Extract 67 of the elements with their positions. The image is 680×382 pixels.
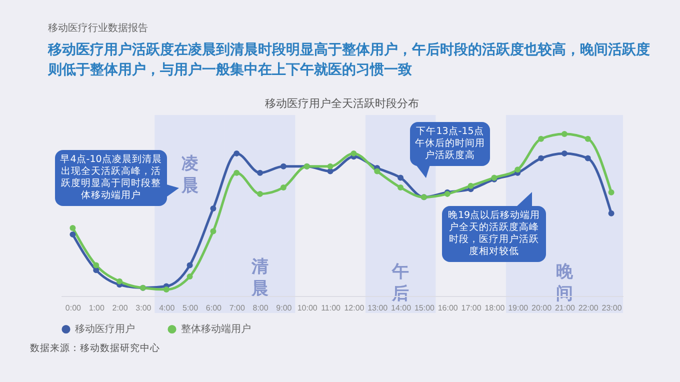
annotation: 早4点-10点凌晨到清晨出现全天活跃高峰，活跃度明显高于同时段整体移动端用户 <box>55 150 167 206</box>
point <box>468 182 474 189</box>
point <box>538 155 544 162</box>
point <box>116 278 123 284</box>
x-tick-label: 16:00 <box>438 304 458 312</box>
point <box>93 262 100 268</box>
point <box>280 184 286 190</box>
text: 移动医疗行业数据报告 <box>48 22 148 35</box>
point <box>210 206 216 212</box>
chart-title: 移动医疗用户全天活跃时段分布 <box>265 97 419 110</box>
point <box>398 174 404 181</box>
point <box>608 210 614 216</box>
x-tick-label: 7:00 <box>229 304 246 312</box>
x-tick-label: 13:00 <box>368 304 388 312</box>
x-tick-label: 12:00 <box>344 304 365 312</box>
point <box>561 150 568 156</box>
band-label: 清晨 <box>250 257 269 298</box>
x-tick-label: 11:00 <box>321 304 342 312</box>
point <box>561 131 568 137</box>
x-tick-label: 2:00 <box>112 304 128 312</box>
point <box>234 170 240 176</box>
text: 移动医疗用户活跃度在凌晨到清晨时段明显高于整体用户，午后时段的活跃度也较高，晚间活跃度则低于整体用户，与用户一般集中在上下午就医的习惯一致 <box>48 40 651 80</box>
x-tick-label: 3:00 <box>136 304 152 312</box>
x-tick-label: 18:00 <box>484 304 506 312</box>
x-tick-label: 14:00 <box>391 304 412 312</box>
point <box>257 190 264 197</box>
annotation: 下午13点-15点午休后的时间用户活跃度高 <box>410 122 490 166</box>
point <box>584 155 591 162</box>
point <box>70 224 76 231</box>
band-label: 午后 <box>391 262 410 303</box>
x-tick-label: 1:00 <box>88 304 105 312</box>
x-tick-label: 22:00 <box>578 304 599 312</box>
point <box>186 262 193 268</box>
x-tick-label: 9:00 <box>276 304 292 312</box>
legend-label: 整体移动端用户 <box>181 323 251 336</box>
point <box>280 163 286 170</box>
x-tick-label: 17:00 <box>461 304 482 312</box>
band-label: 凌晨 <box>180 154 198 195</box>
x-tick-label: 5:00 <box>182 304 199 312</box>
point <box>210 228 216 234</box>
point <box>70 231 76 238</box>
x-tick-label: 23:00 <box>602 304 622 312</box>
x-tick-label: 8:00 <box>252 304 269 312</box>
point <box>374 168 380 174</box>
point <box>93 267 100 274</box>
annotation: 晚19点以后移动端用户全天的活跃度高峰时段，医疗用户活跃度相对较低 <box>442 206 546 262</box>
point <box>350 150 357 156</box>
x-tick-label: 21:00 <box>554 304 576 312</box>
x-tick-label: 15:00 <box>414 304 436 312</box>
point <box>398 184 404 190</box>
point <box>608 189 614 196</box>
source-note: 数据来源：移动数据研究中心 <box>30 342 160 355</box>
point <box>327 163 334 170</box>
x-tick-label: 4:00 <box>159 304 176 312</box>
legend-label: 移动医疗用户 <box>75 323 135 336</box>
point <box>584 136 591 142</box>
x-tick-label: 6:00 <box>206 304 222 312</box>
x-tick-label: 19:00 <box>508 304 529 312</box>
x-tick-label: 20:00 <box>532 304 552 312</box>
point <box>163 286 170 293</box>
point <box>186 274 193 280</box>
point <box>538 136 544 142</box>
x-tick-label: 0:00 <box>65 304 82 312</box>
point <box>234 150 240 156</box>
point <box>257 170 264 176</box>
point <box>514 166 521 173</box>
x-tick-label: 10:00 <box>297 304 318 312</box>
